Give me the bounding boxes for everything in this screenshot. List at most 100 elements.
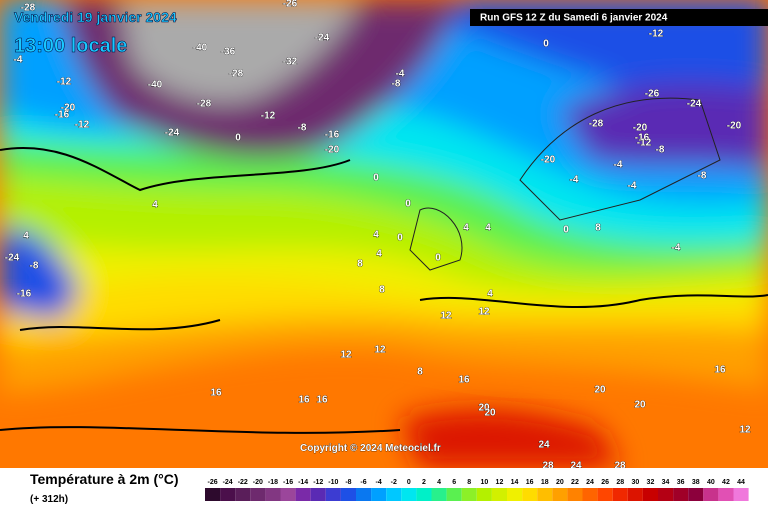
scale-swatch — [733, 488, 749, 501]
valid-date: Vendredi 19 janvier 2024 — [14, 9, 177, 25]
run-info: Run GFS 12 Z du Samedi 6 janvier 2024 — [480, 13, 668, 24]
scale-swatch — [718, 488, 734, 501]
scale-tick-label: -10 — [328, 479, 338, 486]
isotherm-label: 24 — [570, 461, 582, 472]
isotherm-label: 12 — [340, 350, 352, 361]
scale-swatch — [612, 488, 628, 501]
isotherm-label: -24 — [315, 33, 330, 44]
scale-swatch — [537, 488, 553, 501]
scale-tick-label: -12 — [313, 479, 323, 486]
isotherm-label: 28 — [542, 461, 554, 472]
isotherm-label: -12 — [637, 138, 652, 149]
isotherm-label: -28 — [229, 69, 244, 80]
isotherm-label: -8 — [298, 123, 307, 134]
scale-swatch — [446, 488, 462, 501]
scale-tick-label: -18 — [268, 479, 278, 486]
isotherm-label: 16 — [714, 365, 726, 376]
isotherm-label: 16 — [298, 395, 310, 406]
isotherm-label: 12 — [478, 307, 490, 318]
isotherm-label: -8 — [698, 171, 707, 182]
isotherm-label: -40 — [148, 80, 163, 91]
scale-swatch — [265, 488, 281, 501]
scale-tick-label: -24 — [223, 479, 233, 486]
isotherm-label: 0 — [543, 39, 549, 50]
isotherm-label: 16 — [316, 395, 328, 406]
isotherm-labels: -28 -26-24-40 -36-32-28-40-4-12-20-16-12-2… — [4, 0, 751, 472]
scale-tick-label: 44 — [737, 479, 745, 486]
isotherm-label: 0 — [563, 225, 569, 236]
isotherm-label: 8 — [357, 259, 363, 270]
isotherm-label: -20 — [541, 155, 556, 166]
isotherm-label: -40 — [193, 43, 208, 54]
scale-swatch — [340, 488, 356, 501]
scale-tick-label: 30 — [631, 479, 639, 486]
isotherm-label: -16 — [325, 130, 340, 141]
scale-tick-label: -14 — [298, 479, 308, 486]
isotherm-label: 20 — [484, 408, 496, 419]
scale-swatch — [627, 488, 643, 501]
color-scale: -26 -24 -22 -20 -18 -16 -14 -12 -10 -8 -6 -4 -2 0 2 4 6 8… — [205, 479, 749, 501]
scale-swatch — [250, 488, 266, 501]
isotherm-label: -16 — [635, 133, 650, 144]
isotherm-label: -12 — [75, 120, 90, 131]
scale-tick-label: -26 — [207, 479, 217, 486]
scale-tick-label: -16 — [283, 479, 293, 486]
isotherm-label: 20 — [634, 400, 646, 411]
isotherm-label: -36 — [221, 47, 236, 58]
isotherm-label: -12 — [261, 111, 276, 122]
run-banner — [470, 9, 768, 26]
isotherm-label: 0 — [405, 199, 411, 210]
isotherm-label: -26 — [645, 89, 660, 100]
isotherm-label: -4 — [672, 243, 681, 254]
scale-swatch — [703, 488, 719, 501]
scale-swatch — [310, 488, 326, 501]
scale-swatch — [582, 488, 598, 501]
scale-tick-label: 8 — [467, 479, 471, 486]
isotherm-label: -8 — [30, 261, 39, 272]
scale-tick-label: 24 — [586, 479, 594, 486]
isotherm-label: 12 — [739, 425, 751, 436]
isotherm-label: 0 — [435, 253, 441, 264]
isotherm-label: -16 — [55, 110, 70, 121]
isotherm-label: -4 — [396, 69, 405, 80]
scale-tick-label: 0 — [407, 479, 411, 486]
isotherm-label: 4 — [485, 223, 491, 234]
scale-swatch — [401, 488, 417, 501]
isotherm-label: 8 — [417, 367, 423, 378]
legend-subtitle: (+ 312h) — [30, 494, 68, 505]
scale-swatch — [476, 488, 492, 501]
isotherm-label: 0 — [235, 133, 241, 144]
scale-tick-label: 22 — [571, 479, 579, 486]
scale-swatch — [356, 488, 372, 501]
isotherm-label: 4 — [373, 230, 379, 241]
scale-swatch — [280, 488, 296, 501]
isotherm-label: 4 — [23, 231, 29, 242]
scale-tick-label: 34 — [662, 479, 670, 486]
scale-tick-label: 36 — [677, 479, 685, 486]
isotherm-label: 0 — [397, 233, 403, 244]
scale-tick-label: 28 — [616, 479, 624, 486]
scale-swatch — [552, 488, 568, 501]
scale-tick-label: 2 — [422, 479, 426, 486]
scale-tick-label: 16 — [526, 479, 534, 486]
scale-swatch — [673, 488, 689, 501]
scale-tick-label: -2 — [391, 479, 397, 486]
isotherm-label: -12 — [57, 77, 72, 88]
scale-tick-label: -6 — [360, 479, 366, 486]
isotherm-label: -24 — [165, 128, 180, 139]
isotherm-label: -26 — [283, 0, 298, 10]
isotherm-label: 12 — [440, 311, 452, 322]
scale-tick-label: 42 — [722, 479, 730, 486]
scale-tick-label: -4 — [376, 479, 382, 486]
isotherm-label: 28 — [614, 461, 626, 472]
isotherm-label: -28 — [589, 119, 604, 130]
scale-tick-label: 18 — [541, 479, 549, 486]
isotherm-label: -12 — [649, 29, 664, 40]
scale-tick-label: 10 — [480, 479, 488, 486]
scale-swatch — [658, 488, 674, 501]
isotherm-label: 16 — [210, 388, 222, 399]
scale-swatch — [416, 488, 432, 501]
scale-tick-label: 40 — [707, 479, 715, 486]
